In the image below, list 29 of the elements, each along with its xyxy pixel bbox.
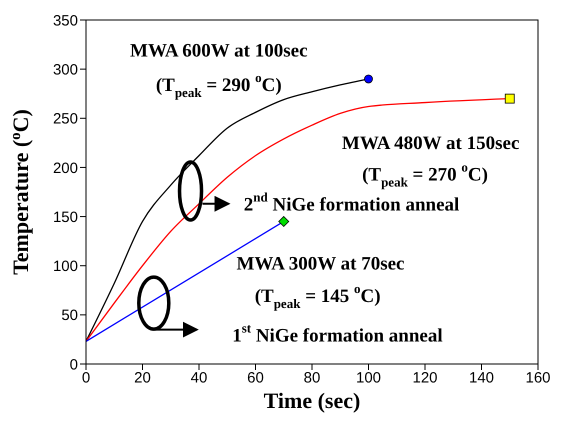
x-tick-label: 140 <box>468 370 494 387</box>
annotation: (T$_{peak}$ = 270 $^{o}$C) <box>362 160 488 190</box>
x-axis-title: Time (sec) <box>264 388 360 413</box>
y-tick-label: 0 <box>70 356 78 374</box>
point <box>278 216 290 227</box>
x-tick-label: 40 <box>190 370 208 387</box>
annotation: MWA 300W at 70sec <box>236 254 404 276</box>
y-tick-label: 100 <box>52 258 78 276</box>
annotation: 1$^{st}$ NiGe formation anneal <box>232 320 443 347</box>
y-tick-label: 300 <box>52 61 78 78</box>
point <box>364 74 373 84</box>
y-tick-label: 150 <box>52 208 78 226</box>
x-tick-label: 60 <box>247 370 264 387</box>
y-tick-label: 50 <box>61 307 78 324</box>
x-tick-label: 0 <box>82 370 90 387</box>
annotation: (T$_{peak}$ = 145 $^{o}$C) <box>254 282 381 312</box>
y-tick-label: 200 <box>52 160 78 177</box>
x-tick-label: 160 <box>525 370 551 387</box>
point <box>504 94 515 104</box>
x-tick-label: 80 <box>304 370 320 387</box>
annotation: MWA 480W at 150sec <box>342 133 520 154</box>
x-tick-label: 120 <box>412 370 438 387</box>
y-tick-label: 250 <box>52 110 78 128</box>
annotation: (T$_{peak}$ = 290 $^{o}$C) <box>156 70 282 100</box>
x-tick-label: 100 <box>356 370 382 387</box>
annotation: 2$^{nd}$ NiGe formation anneal <box>244 190 460 216</box>
annotation: MWA 600W at 100sec <box>130 40 308 62</box>
y-tick-label: 350 <box>52 12 78 30</box>
x-tick-label: 20 <box>134 370 151 387</box>
